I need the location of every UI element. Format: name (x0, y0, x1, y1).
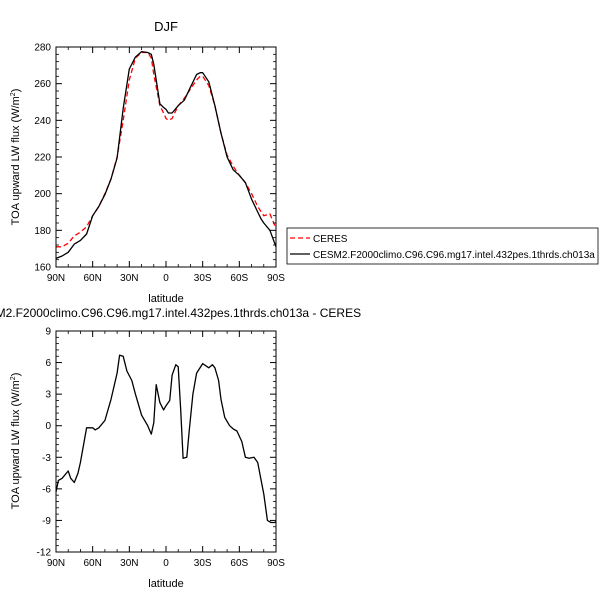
top-ytick-label-0: 160 (34, 263, 51, 274)
bottom-xtick-label-1: 60N (83, 558, 101, 569)
bottom-xtick-label-6: 90S (267, 558, 285, 569)
bottom-ylabel-sup: 2 (10, 376, 17, 380)
top-panel: DJF 90N 60N 30N 0 30S 60S 90S 160 180 200 220 240 26… (10, 19, 599, 305)
legend: CERES CESM2.F2000climo.C96.C96.mg17.inte… (286, 227, 599, 265)
bottom-series-line-0 (55, 354, 277, 524)
top-ytick-label-5: 260 (34, 79, 51, 90)
top-ytick-label-6: 280 (34, 43, 51, 54)
top-ylabel: TOA upward LW flux (W/m2) (10, 89, 22, 226)
bottom-xtick-label-0: 90N (47, 558, 65, 569)
top-plot-frame (55, 46, 277, 268)
top-ytick-label-4: 240 (34, 116, 51, 127)
bottom-ylabel-main: TOA upward LW flux (W/m (10, 380, 22, 509)
bottom-ytick-label-2: -6 (42, 484, 51, 495)
bottom-plot-area: 90N 60N 30N 0 30S 60S 90S -12 -9 -6 -3 0 3 6 9 (37, 327, 286, 570)
top-title: DJF (154, 19, 178, 34)
top-xtick-label-5: 60S (230, 273, 248, 284)
legend-box (286, 227, 599, 265)
top-ytick-label-2: 200 (34, 189, 51, 200)
top-ylabel-close: ) (10, 89, 22, 93)
bottom-ytick-label-5: 3 (45, 390, 51, 401)
bottom-ytick-label-4: 0 (45, 421, 51, 432)
bottom-plot-frame (55, 330, 277, 553)
bottom-ytick-label-3: -3 (42, 453, 51, 464)
bottom-xlabel: latitude (148, 578, 183, 590)
bottom-ytick-label-1: -9 (42, 516, 51, 527)
bottom-xtick-label-5: 60S (230, 558, 248, 569)
top-xtick-label-3: 0 (163, 273, 169, 284)
legend-label-model: CESM2.F2000climo.C96.C96.mg17.intel.432p… (313, 250, 595, 261)
bottom-xtick-label-3: 0 (163, 558, 169, 569)
top-xlabel: latitude (148, 293, 183, 305)
bottom-xtick-label-4: 30S (194, 558, 212, 569)
top-series-line-0 (56, 51, 277, 248)
top-xtick-label-0: 90N (47, 273, 65, 284)
bottom-ytick-label-7: 9 (45, 327, 51, 338)
bottom-ylabel-close: ) (10, 373, 22, 377)
bottom-panel: CESM2.F2000climo.C96.C96.mg17.intel.432p… (0, 306, 361, 590)
top-xtick-label-4: 30S (194, 273, 212, 284)
top-plot-area: 90N 60N 30N 0 30S 60S 90S 160 180 200 220 240 260 280 (34, 43, 285, 285)
top-xtick-label-2: 30N (120, 273, 138, 284)
top-ylabel-main: TOA upward LW flux (W/m (10, 96, 22, 225)
top-ylabel-sup: 2 (10, 92, 17, 96)
bottom-ytick-label-6: 6 (45, 358, 51, 369)
bottom-ylabel: TOA upward LW flux (W/m2) (10, 373, 22, 510)
top-xtick-label-1: 60N (83, 273, 101, 284)
top-series-line-1 (55, 50, 277, 260)
bottom-xtick-label-2: 30N (120, 558, 138, 569)
bottom-title: CESM2.F2000climo.C96.C96.mg17.intel.432p… (0, 306, 361, 320)
top-ytick-label-1: 180 (34, 226, 51, 237)
top-ytick-label-3: 220 (34, 153, 51, 164)
legend-label-ceres: CERES (313, 234, 348, 245)
top-xtick-label-6: 90S (267, 273, 285, 284)
bottom-ytick-label-0: -12 (37, 548, 52, 559)
